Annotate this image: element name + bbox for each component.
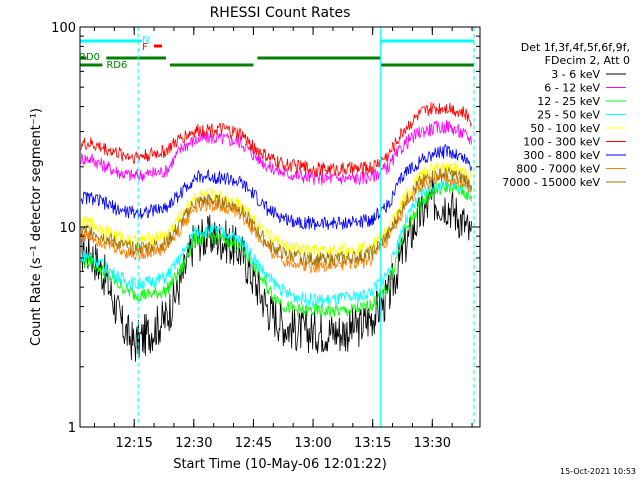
annotation-label-rd6: RD6 xyxy=(106,60,127,71)
x-tick-label-0: 12:15 xyxy=(115,436,152,451)
legend: Det 1f,3f,4f,5f,6f,9f, FDecim 2, Att 0 3… xyxy=(502,41,630,189)
legend-label-6: 300 - 800 keV xyxy=(523,149,600,162)
footer-timestamp: 15-Oct-2021 10:53 xyxy=(560,467,636,476)
series-line-6-12-kev xyxy=(80,119,472,186)
legend-label-2: 12 - 25 keV xyxy=(537,95,600,108)
legend-label-3: 25 - 50 keV xyxy=(537,109,600,122)
x-tick-label-3: 13:00 xyxy=(294,436,331,451)
annotation-label-n: N xyxy=(142,35,149,46)
data-traces xyxy=(80,102,472,362)
series-line-3-6-kev xyxy=(80,179,472,362)
y-tick-label-1: 10 xyxy=(59,221,76,236)
legend-label-8: 7000 - 15000 keV xyxy=(502,176,600,189)
legend-label-0: 3 - 6 keV xyxy=(551,68,600,81)
axes: 1 10 100 12:15 12:30 12:45 13:00 13:15 13:30 xyxy=(51,21,480,451)
annotation-label-f: F xyxy=(142,42,148,53)
series-line-300-800-kev xyxy=(80,143,472,231)
x-axis-label: Start Time (10-May-06 12:01:22) xyxy=(173,457,387,472)
annotation-label-rd0: RD0 xyxy=(79,52,100,63)
legend-label-1: 6 - 12 keV xyxy=(544,82,600,95)
y-tick-label-0: 1 xyxy=(68,421,76,436)
series-line-25-50-kev xyxy=(80,173,472,308)
series-line-12-25-kev xyxy=(80,180,472,318)
y-tick-label-2: 100 xyxy=(51,21,76,36)
series-line-7000-15000-kev xyxy=(80,166,472,267)
x-tick-label-2: 12:45 xyxy=(235,436,272,451)
x-tick-label-5: 13:30 xyxy=(414,436,451,451)
plot-frame xyxy=(79,26,481,428)
state-bars xyxy=(80,39,475,67)
legend-label-4: 50 - 100 keV xyxy=(530,122,600,135)
chart-title: RHESSI Count Rates xyxy=(210,5,351,21)
legend-label-7: 800 - 7000 keV xyxy=(516,163,600,176)
x-tick-label-1: 12:30 xyxy=(175,436,212,451)
annotations: NF RD0 RD6 xyxy=(79,35,150,71)
series-line-100-300-kev xyxy=(80,102,472,178)
legend-header-line-1: Det 1f,3f,4f,5f,6f,9f, xyxy=(521,41,630,54)
legend-label-5: 100 - 300 keV xyxy=(523,136,600,149)
legend-header-line-2: FDecim 2, Att 0 xyxy=(545,54,630,67)
y-axis-label: Count Rate (s⁻¹ detector segment⁻¹) xyxy=(29,108,44,346)
series-line-50-100-kev xyxy=(80,162,472,258)
x-tick-label-4: 13:15 xyxy=(354,436,391,451)
